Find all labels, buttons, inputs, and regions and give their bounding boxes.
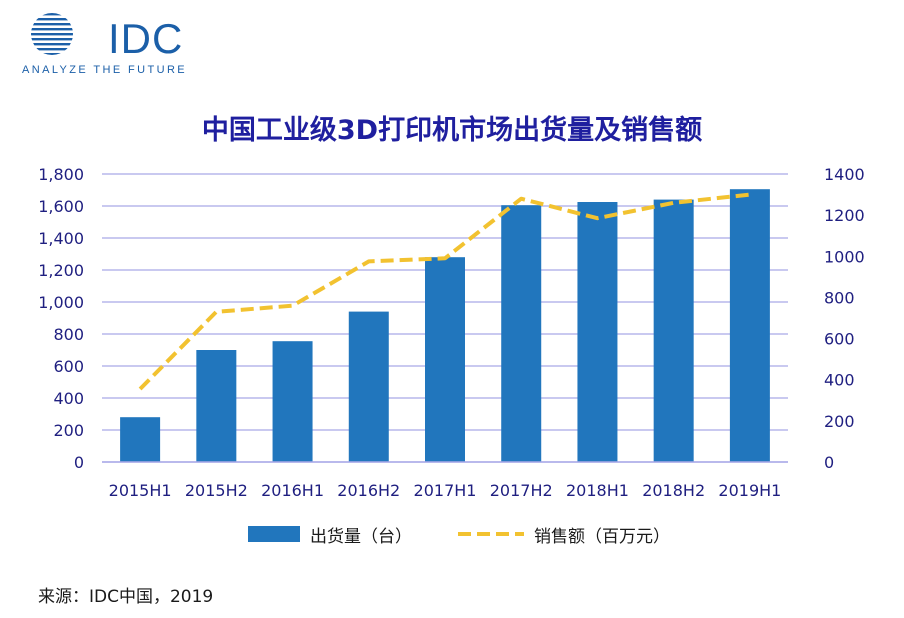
idc-logo: IDC ANALYZE THE FUTURE (22, 10, 185, 76)
logo-text: IDC (108, 15, 184, 62)
legend-bar-swatch (248, 526, 300, 542)
y-left-tick-label: 200 (53, 421, 84, 440)
y-left-tick-label: 0 (74, 453, 84, 472)
legend-label-shipments: 出货量（台） (310, 526, 412, 547)
legend-item-sales: 销售额（百万元） (458, 520, 670, 548)
bar (196, 350, 237, 462)
y-left-tick-label: 600 (53, 357, 84, 376)
y-right-tick-label: 0 (824, 453, 834, 472)
x-tick-label: 2016H2 (337, 481, 400, 500)
bar (577, 202, 618, 462)
x-tick-label: 2017H2 (490, 481, 553, 500)
sales-line (138, 192, 751, 391)
x-tick-label: 2017H1 (414, 481, 477, 500)
bar (425, 257, 465, 462)
y-left-tick-label: 800 (53, 325, 84, 344)
bar (272, 341, 313, 462)
chart-legend: 出货量（台） 销售额（百万元） (0, 520, 904, 548)
y-right-tick-label: 1000 (824, 247, 865, 266)
y-left-tick-label: 1,400 (38, 229, 84, 248)
bar (653, 199, 694, 462)
bar (729, 189, 770, 462)
y-left-tick-label: 1,000 (38, 293, 84, 312)
source-note: 来源：IDC中国，2019 (38, 587, 214, 607)
bar (501, 205, 542, 462)
x-tick-label: 2018H1 (566, 481, 629, 500)
y-right-tick-label: 200 (824, 412, 855, 431)
logo-tagline: ANALYZE THE FUTURE (22, 64, 188, 76)
legend-label-sales: 销售额（百万元） (534, 526, 670, 547)
x-tick-label: 2015H1 (109, 481, 172, 500)
x-tick-label: 2018H2 (642, 481, 705, 500)
y-left-tick-label: 400 (53, 389, 84, 408)
bar (348, 311, 389, 462)
x-tick-label: 2015H2 (185, 481, 248, 500)
y-right-tick-label: 400 (824, 371, 855, 390)
idc-globe-icon (31, 13, 73, 55)
y-left-tick-label: 1,200 (38, 261, 84, 280)
legend-item-shipments: 出货量（台） (248, 520, 412, 548)
y-left-tick-label: 1,800 (38, 165, 84, 184)
x-tick-label: 2016H1 (261, 481, 324, 500)
y-right-tick-label: 1200 (824, 206, 865, 225)
y-left-tick-label: 1,600 (38, 197, 84, 216)
bar (120, 417, 161, 462)
legend-line-swatch (458, 532, 524, 536)
x-tick-label: 2019H1 (718, 481, 781, 500)
y-right-tick-label: 800 (824, 288, 855, 307)
y-right-tick-label: 600 (824, 330, 855, 349)
y-right-tick-label: 1400 (824, 165, 865, 184)
chart-title: 中国工业级3D打印机市场出货量及销售额 (201, 115, 703, 146)
